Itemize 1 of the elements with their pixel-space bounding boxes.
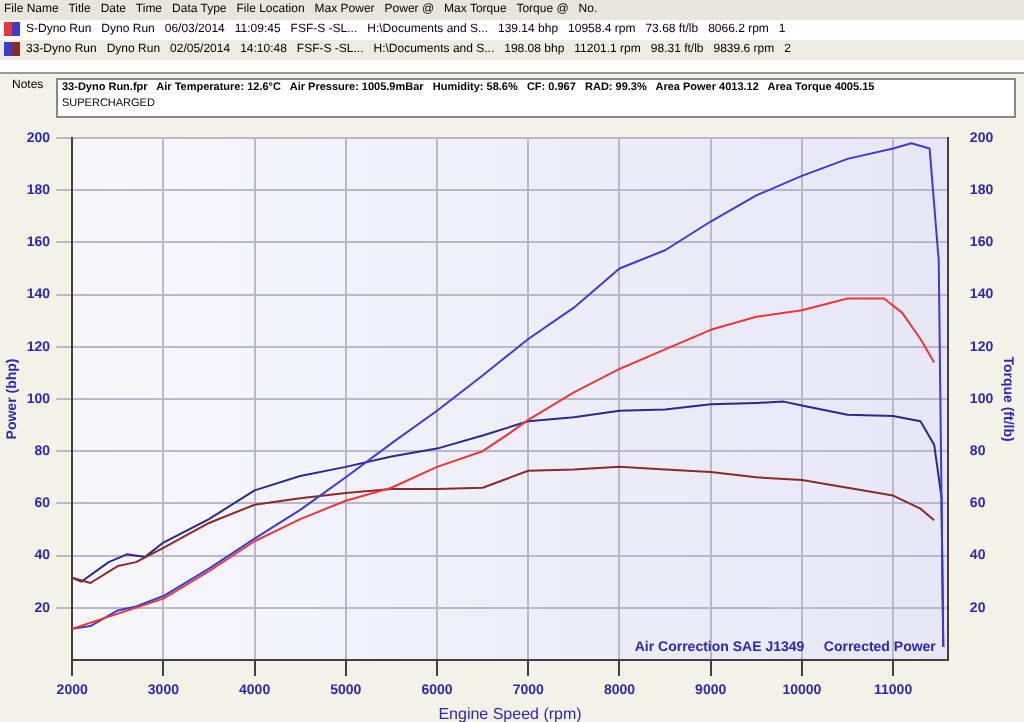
x-axis-title: Engine Speed (rpm): [438, 704, 583, 722]
